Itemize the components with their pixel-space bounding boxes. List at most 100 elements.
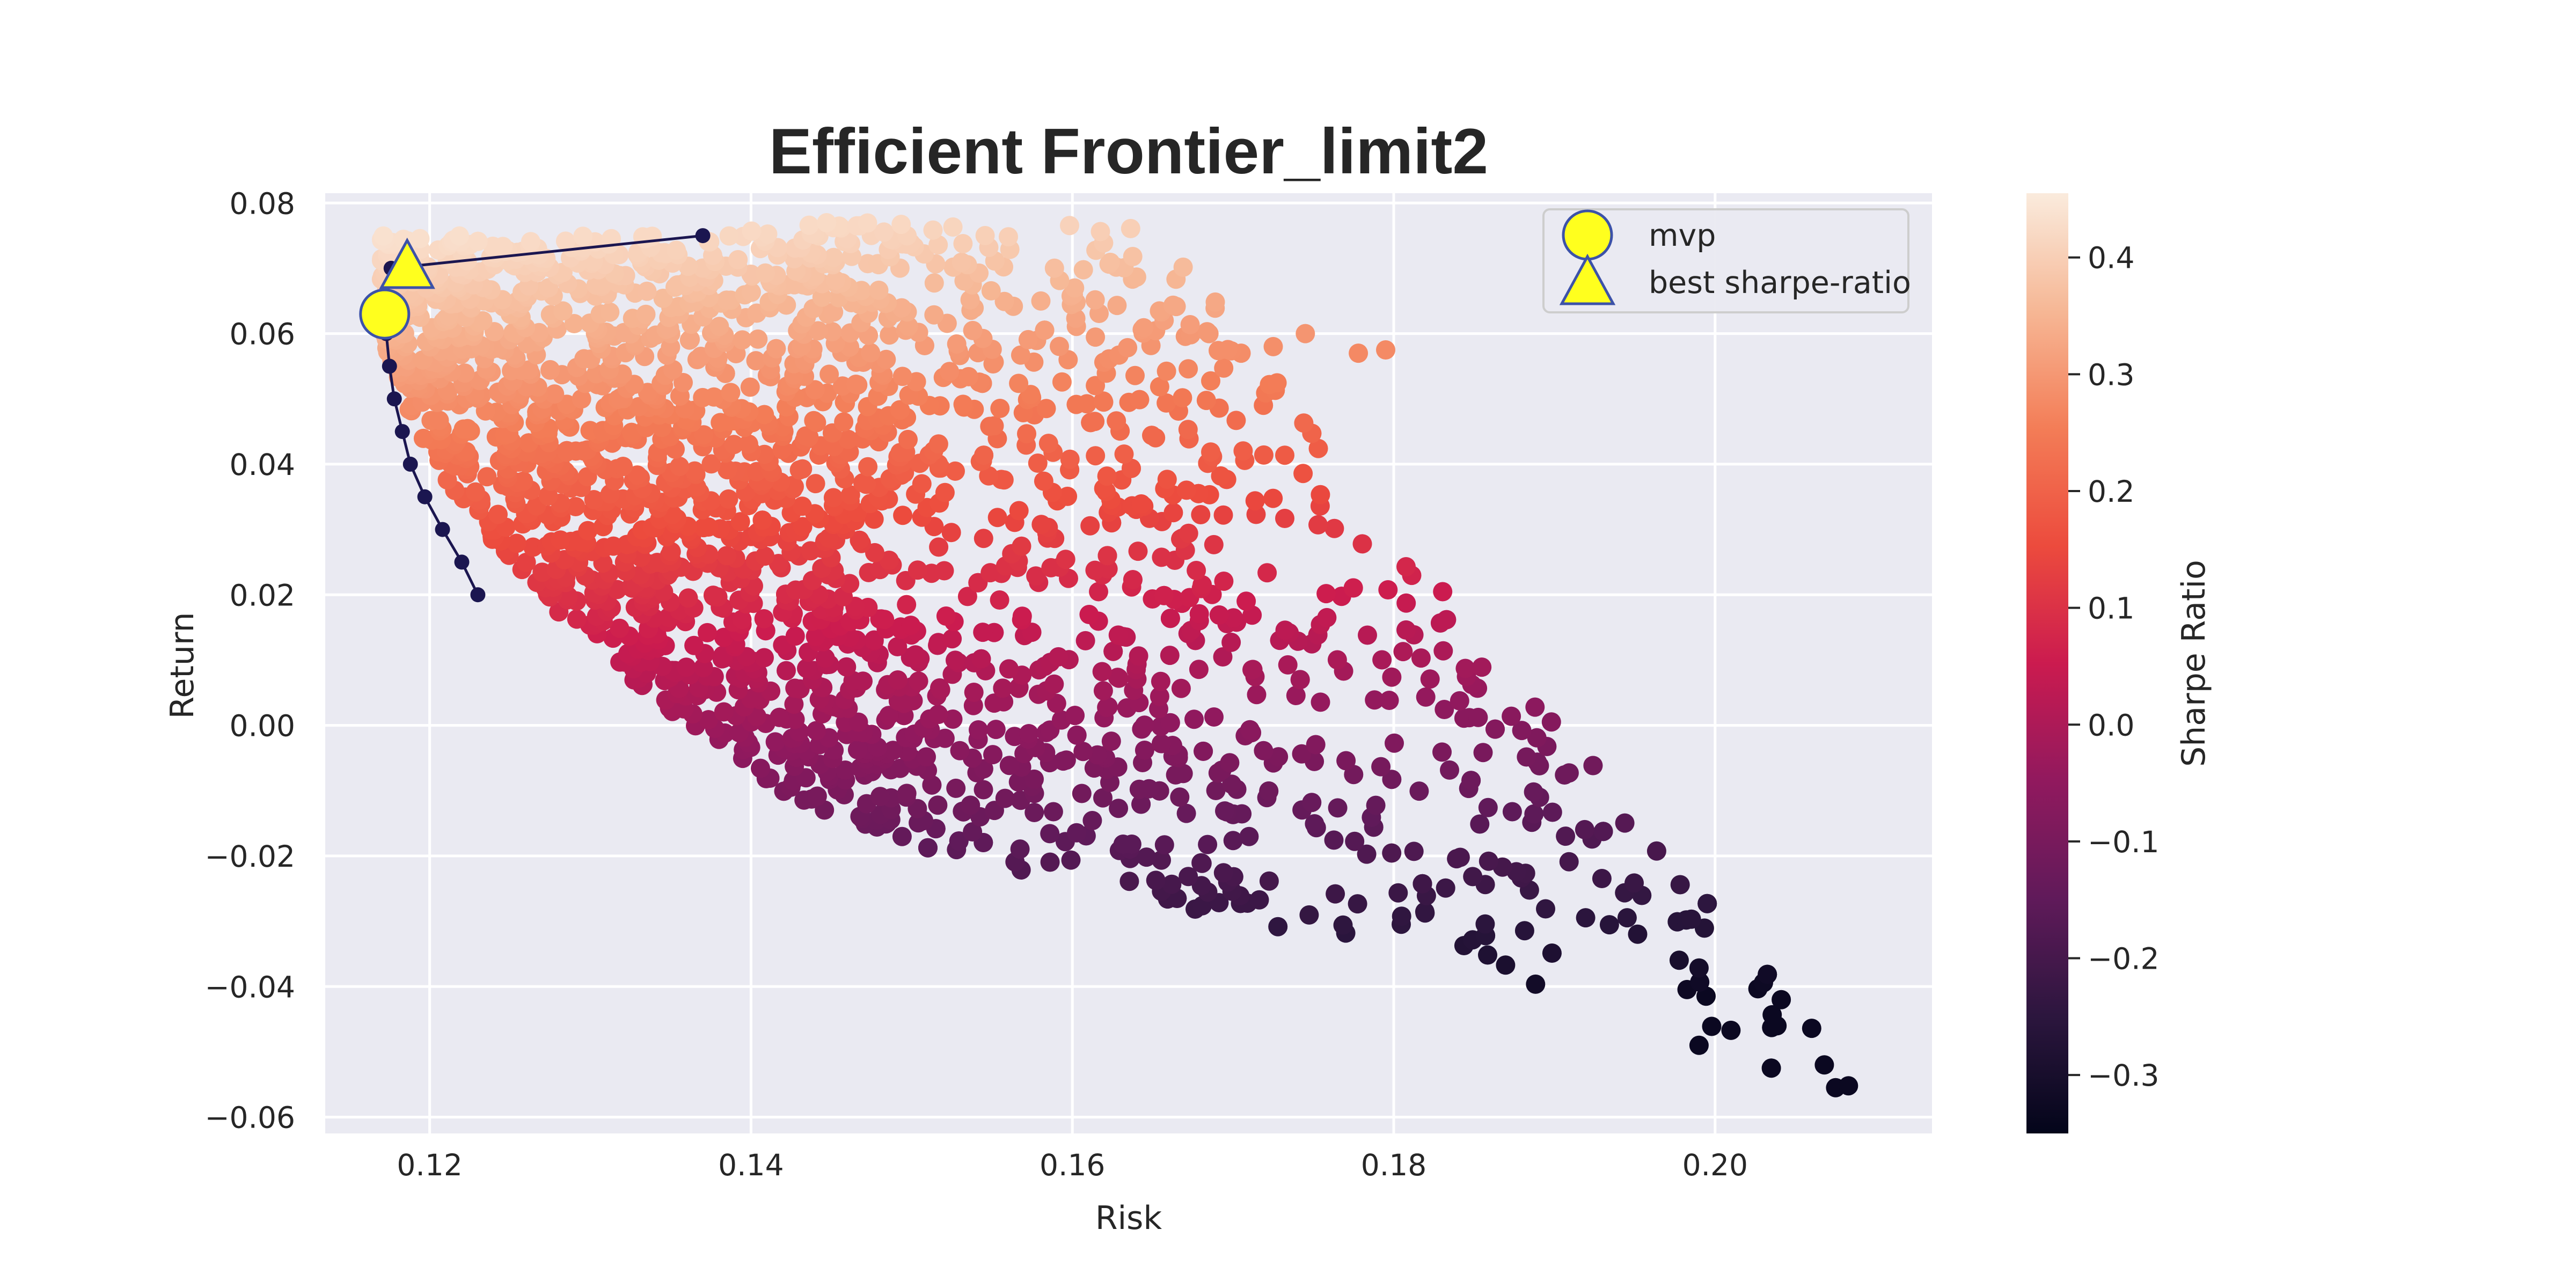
portfolio-point (1670, 875, 1690, 895)
portfolio-point (1118, 338, 1138, 357)
colorbar-tick-label: 0.2 (2088, 474, 2134, 509)
portfolio-point (1135, 715, 1154, 735)
y-tick-label: 0.08 (230, 186, 295, 221)
portfolio-point (1366, 795, 1386, 815)
portfolio-point (1036, 399, 1056, 419)
portfolio-point (1470, 814, 1490, 834)
portfolio-point (1475, 914, 1495, 934)
portfolio-point (1388, 883, 1408, 903)
colorbar-tick-label: 0.3 (2088, 357, 2134, 392)
portfolio-point (953, 234, 973, 253)
portfolio-point (999, 756, 1019, 775)
portfolio-point (1176, 480, 1196, 500)
portfolio-point (728, 250, 748, 269)
portfolio-point (1049, 647, 1069, 667)
portfolio-point (980, 563, 1000, 583)
portfolio-point (1268, 917, 1288, 936)
portfolio-point (822, 322, 842, 341)
colorbar-label: Sharpe Ratio (2175, 560, 2213, 767)
portfolio-point (765, 732, 785, 752)
portfolio-point (1311, 485, 1330, 504)
portfolio-point (1802, 1019, 1821, 1038)
colorbar-tick-label: −0.3 (2088, 1058, 2160, 1093)
portfolio-point (1040, 852, 1060, 872)
portfolio-point (1575, 819, 1594, 839)
portfolio-point (523, 537, 543, 557)
portfolio-point (940, 362, 960, 382)
portfolio-point (1267, 373, 1287, 393)
portfolio-point (1365, 690, 1385, 710)
portfolio-point (1011, 345, 1030, 365)
portfolio-point (1092, 662, 1112, 682)
portfolio-point (879, 551, 899, 570)
portfolio-point (1196, 391, 1216, 411)
chart-title: Efficient Frontier_limit2 (769, 115, 1488, 187)
y-tick-labels: 0.08 0.06 0.04 0.02 0.00 −0.02 −0.04 −0.06 (204, 186, 295, 1135)
portfolio-point (1617, 908, 1637, 928)
x-tick-label: 0.14 (718, 1148, 784, 1182)
portfolio-point (1593, 822, 1613, 841)
portfolio-point (817, 213, 837, 232)
legend-label: best sharpe-ratio (1649, 265, 1911, 301)
portfolio-point (777, 661, 796, 680)
portfolio-point (947, 334, 967, 354)
portfolio-point (1433, 582, 1453, 602)
portfolio-point (699, 710, 719, 730)
portfolio-point (1502, 802, 1522, 822)
portfolio-point (1052, 372, 1072, 392)
portfolio-point (1082, 811, 1102, 830)
portfolio-point (1527, 728, 1547, 748)
portfolio-point (1160, 713, 1180, 733)
portfolio-point (893, 506, 913, 525)
portfolio-point (1180, 315, 1200, 334)
portfolio-point (1163, 295, 1183, 315)
portfolio-point (785, 678, 805, 698)
portfolio-point (1814, 1055, 1834, 1075)
portfolio-point (1275, 509, 1294, 528)
portfolio-point (1275, 445, 1294, 465)
portfolio-point (1305, 814, 1324, 833)
portfolio-point (929, 537, 949, 557)
portfolio-point (674, 372, 693, 392)
portfolio-point (566, 497, 586, 516)
portfolio-point (1559, 852, 1579, 872)
portfolio-point (1689, 1035, 1709, 1055)
portfolio-point (1122, 458, 1141, 478)
portfolio-point (1336, 751, 1356, 771)
portfolio-point (1433, 641, 1453, 661)
portfolio-point (909, 671, 928, 691)
portfolio-point (514, 471, 533, 491)
portfolio-point (1409, 781, 1429, 801)
portfolio-point (1839, 1076, 1858, 1096)
portfolio-point (796, 426, 816, 446)
portfolio-point (960, 290, 980, 310)
portfolio-point (756, 263, 775, 283)
portfolio-point (413, 428, 433, 448)
portfolio-point (724, 435, 744, 455)
portfolio-point (793, 459, 813, 479)
portfolio-point (898, 317, 918, 336)
portfolio-point (557, 441, 577, 460)
portfolio-point (1178, 420, 1198, 440)
portfolio-point (1525, 697, 1545, 717)
portfolio-point (1209, 605, 1229, 625)
portfolio-point (880, 325, 899, 345)
portfolio-point (1536, 899, 1555, 919)
portfolio-point (1008, 772, 1028, 792)
portfolio-point (1376, 340, 1395, 360)
portfolio-point (429, 411, 449, 430)
frontier-point (386, 391, 402, 407)
portfolio-point (1502, 706, 1521, 726)
portfolio-point (1163, 503, 1183, 523)
portfolio-point (1420, 669, 1440, 689)
portfolio-point (848, 712, 868, 732)
portfolio-point (1204, 535, 1224, 554)
portfolio-point (1396, 593, 1416, 613)
frontier-point (695, 228, 711, 244)
portfolio-point (468, 231, 488, 251)
portfolio-point (1131, 494, 1151, 514)
portfolio-point (806, 627, 825, 646)
portfolio-point (858, 213, 877, 233)
portfolio-point (574, 349, 594, 369)
portfolio-point (1086, 327, 1106, 347)
